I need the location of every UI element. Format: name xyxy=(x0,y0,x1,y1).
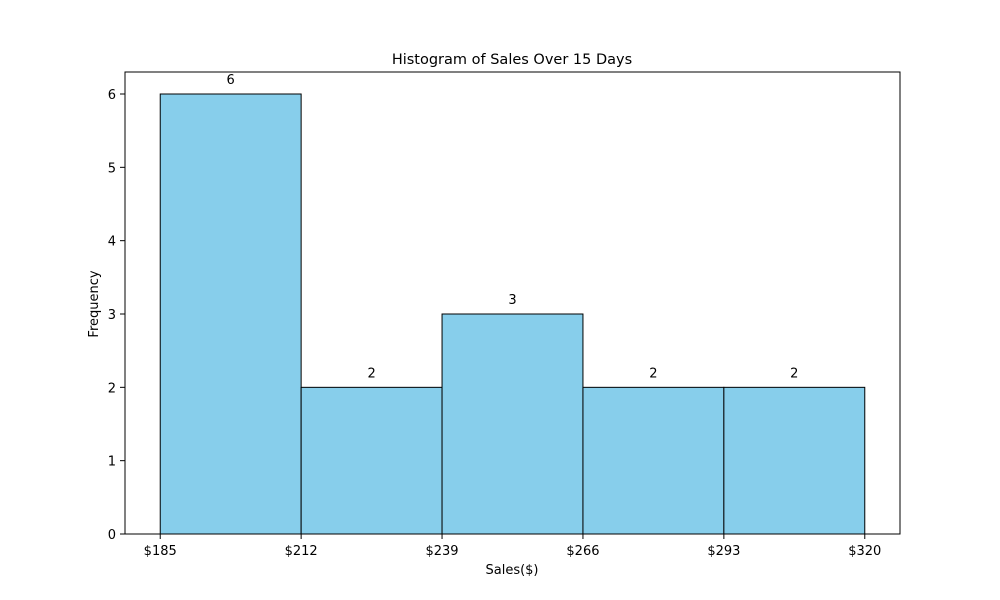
chart-title: Histogram of Sales Over 15 Days xyxy=(392,52,632,68)
data-labels-layer: 6 2 3 2 2 xyxy=(227,73,799,381)
histogram-bar-3 xyxy=(441,313,584,535)
histogram-bar-2 xyxy=(300,386,443,535)
histogram-bar-1 xyxy=(159,93,302,535)
bars-layer xyxy=(159,93,866,535)
x-axis-label: Sales($) xyxy=(485,563,538,578)
x-tick-label: $320 xyxy=(848,544,881,559)
y-axis: 0 1 2 3 4 5 6 xyxy=(108,88,125,543)
y-tick-label: 1 xyxy=(108,455,116,470)
x-tick-label: $266 xyxy=(566,544,599,559)
y-axis-label: Frequency xyxy=(87,270,102,337)
x-axis: $185 $212 $239 $266 $293 $320 xyxy=(144,534,881,559)
histogram-bar-5 xyxy=(723,386,866,535)
y-tick-label: 3 xyxy=(108,308,116,323)
y-tick-label: 4 xyxy=(108,235,116,250)
y-tick-label: 0 xyxy=(108,528,116,543)
x-tick-label: $293 xyxy=(707,544,740,559)
bar-value-label-2: 2 xyxy=(367,366,375,381)
x-tick-label: $239 xyxy=(425,544,458,559)
x-tick-label: $212 xyxy=(285,544,318,559)
x-tick-label: $185 xyxy=(144,544,177,559)
bar-value-label-5: 2 xyxy=(790,366,798,381)
bar-value-label-1: 6 xyxy=(227,73,235,88)
bar-value-label-4: 2 xyxy=(649,366,657,381)
histogram-bar-4 xyxy=(582,386,725,535)
y-tick-label: 5 xyxy=(108,161,116,176)
plot-frame xyxy=(124,71,901,535)
bar-value-label-3: 3 xyxy=(508,293,516,308)
y-tick-label: 2 xyxy=(108,381,116,396)
y-tick-label: 6 xyxy=(108,88,116,103)
